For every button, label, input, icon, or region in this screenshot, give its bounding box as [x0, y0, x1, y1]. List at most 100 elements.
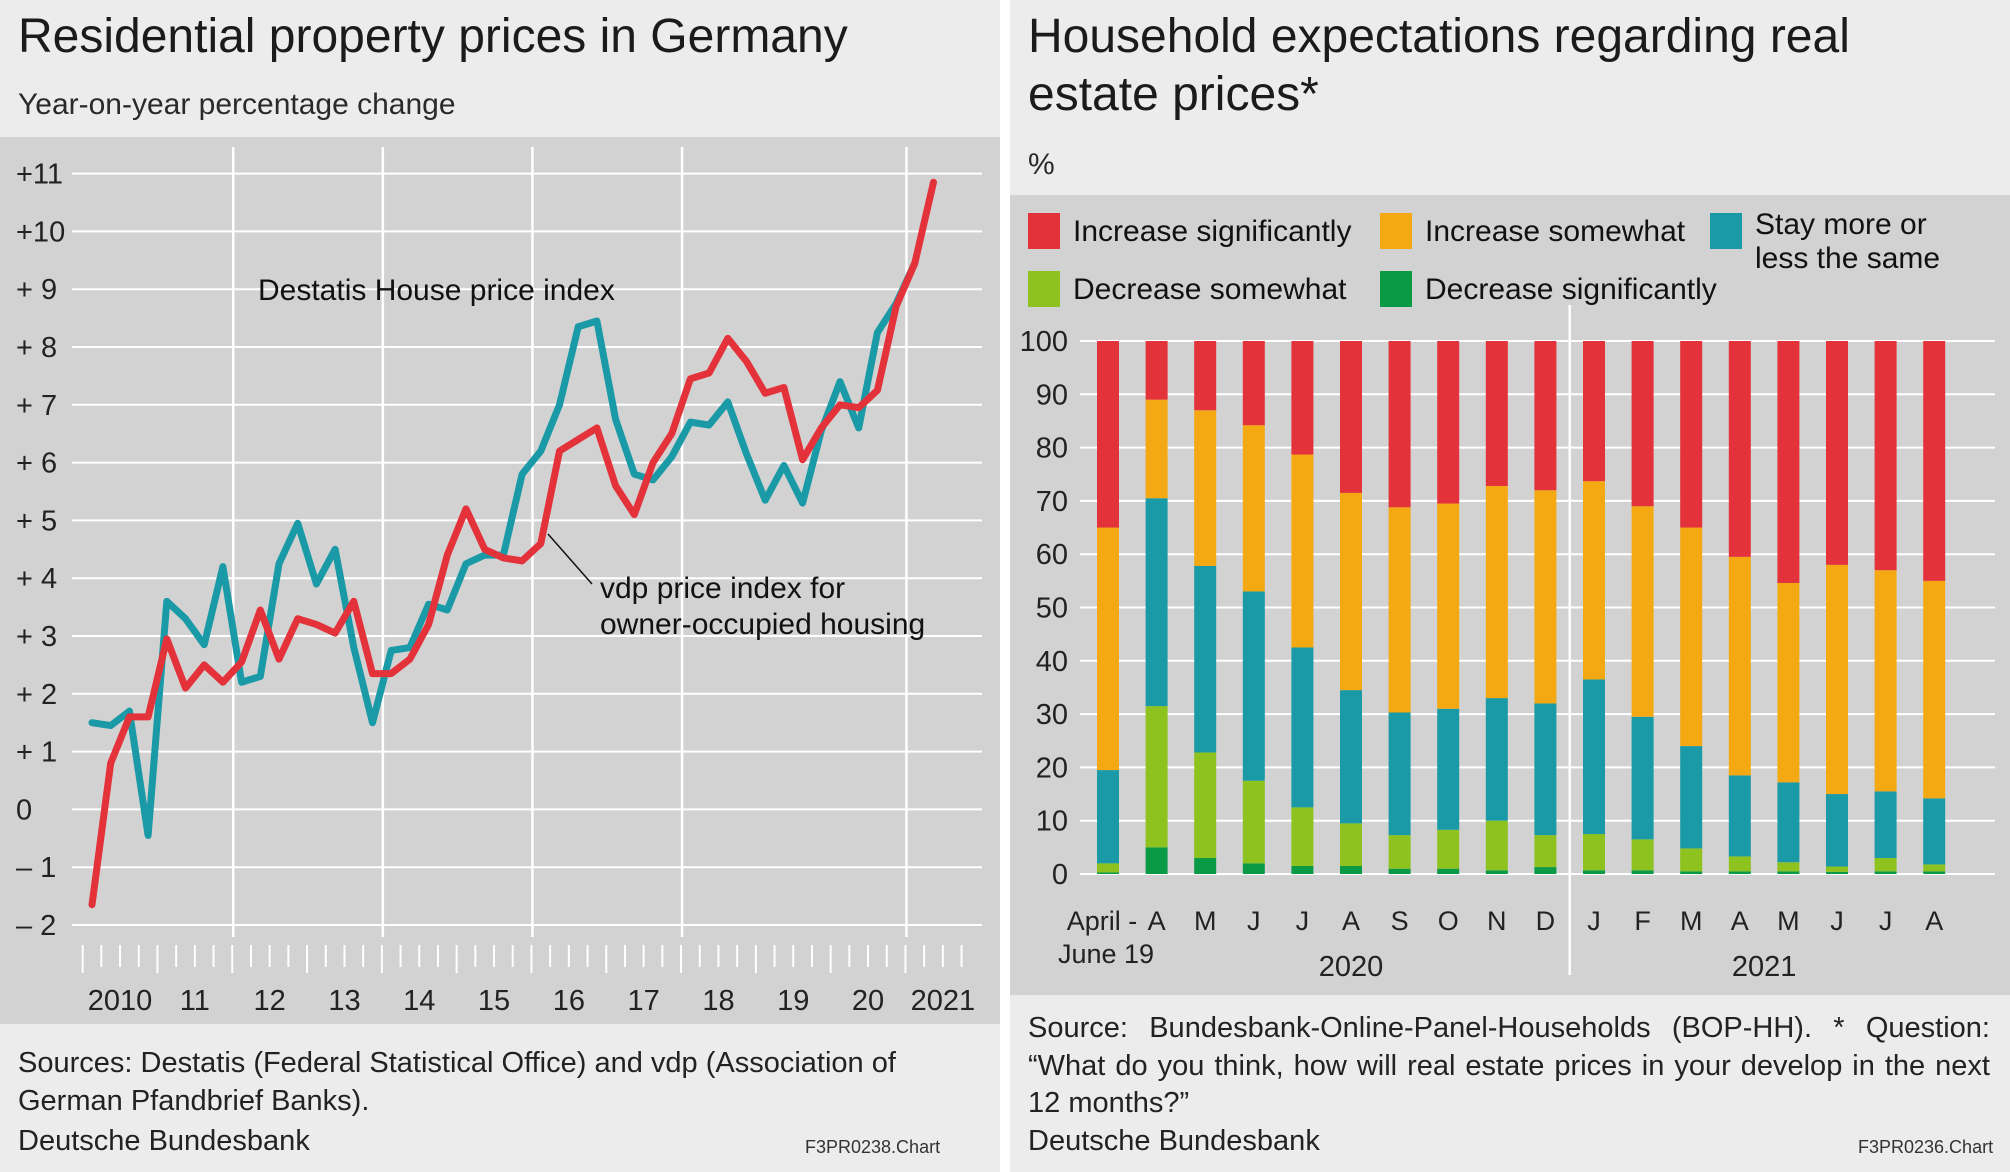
- bar-segment: [1583, 481, 1605, 680]
- bar-segment: [1388, 712, 1411, 836]
- bar-segment: [1777, 341, 1800, 583]
- bar-segment: [1485, 485, 1508, 699]
- x-tick-label: 18: [702, 985, 734, 1017]
- y-tick-label: + 3: [16, 621, 57, 653]
- x-tick-label: 11: [180, 985, 210, 1017]
- bar-segment: [1437, 868, 1460, 874]
- legend-increase-somewhat-swatch: [1380, 213, 1412, 249]
- x-tick-label: 2010: [88, 985, 153, 1017]
- y-tick-label: 0: [1052, 859, 1068, 891]
- bar-segment: [1728, 856, 1751, 872]
- y-tick-label: + 4: [16, 563, 57, 595]
- bar-segment: [1631, 716, 1654, 840]
- legend-decrease-somewhat-label: Decrease somewhat: [1073, 273, 1347, 306]
- bar-segment: [1583, 870, 1605, 874]
- y-tick-label: + 6: [16, 448, 57, 480]
- right-plot-area: Increase significantly Increase somewhat S…: [1010, 195, 2010, 995]
- y-tick-label: + 2: [16, 679, 57, 711]
- x-tick-label: A: [1925, 906, 1943, 936]
- bar-segment: [1631, 839, 1654, 871]
- bar-segment: [1340, 823, 1362, 867]
- bar-segment: [1680, 527, 1703, 747]
- bar-segment: [1097, 341, 1119, 528]
- legend-increase-somewhat-label: Increase somewhat: [1425, 215, 1686, 248]
- legend-decrease-significantly-swatch: [1380, 271, 1412, 307]
- x-tick-label: 13: [328, 985, 360, 1017]
- bar-segment: [1534, 867, 1557, 874]
- bar-segment: [1388, 868, 1411, 874]
- legend-stay-same-label: Stay more or: [1755, 208, 1927, 241]
- y-tick-label: + 8: [16, 332, 57, 364]
- y-tick-label: +10: [16, 216, 65, 248]
- bar-segment: [1194, 858, 1217, 874]
- bar-segment: [1728, 775, 1751, 857]
- bar-segment: [1242, 341, 1265, 426]
- y-tick-label: 0: [16, 794, 32, 826]
- bar-segment: [1145, 341, 1168, 400]
- bar-segment: [1340, 492, 1362, 691]
- bar-segment: [1874, 570, 1897, 792]
- bar-segment: [1631, 870, 1654, 874]
- bar-segment: [1388, 835, 1411, 869]
- bar-segment: [1340, 690, 1362, 824]
- x-tick-label: F: [1634, 906, 1651, 936]
- bar-segment: [1194, 565, 1217, 753]
- bar-segment: [1437, 503, 1460, 709]
- bar-segment: [1728, 871, 1751, 874]
- bar-segment: [1388, 507, 1411, 713]
- bar-segment: [1242, 863, 1265, 874]
- y-tick-label: 70: [1036, 486, 1068, 518]
- bar-segment: [1923, 864, 1946, 872]
- y-tick-label: 100: [1020, 326, 1068, 358]
- bar-segment: [1826, 341, 1848, 565]
- destatis-series-line: [88, 259, 919, 839]
- bar-segment: [1631, 506, 1654, 717]
- bar-segment: [1145, 706, 1168, 848]
- bar-segment: [1097, 872, 1119, 874]
- bar-segment: [1874, 858, 1897, 872]
- y-tick-label: 20: [1036, 752, 1068, 784]
- bar-segment: [1291, 454, 1314, 648]
- year-label-2020: 2020: [1319, 951, 1384, 983]
- bar-segment: [1826, 564, 1848, 795]
- bar-segment: [1923, 580, 1946, 799]
- x-tick-label: J: [1879, 906, 1893, 936]
- bar-segment: [1097, 527, 1119, 771]
- bar-segment: [1194, 410, 1217, 566]
- bar-segment: [1485, 870, 1508, 874]
- x-tick-label: J: [1296, 906, 1310, 936]
- left-source-note: Sources: Destatis (Federal Statistical O…: [18, 1047, 896, 1117]
- bar-segment: [1097, 863, 1119, 873]
- x-tick-label: O: [1438, 906, 1459, 936]
- y-tick-label: – 2: [16, 910, 56, 942]
- y-tick-label: + 7: [16, 390, 57, 422]
- left-chart-title: Residential property prices in Germany: [18, 10, 848, 63]
- bar-segment: [1631, 341, 1654, 507]
- y-tick-label: 40: [1036, 646, 1068, 678]
- vdp-series-line: [88, 178, 937, 909]
- bar-segment: [1826, 871, 1848, 874]
- bar-segment: [1437, 829, 1460, 869]
- left-brand: Deutsche Bundesbank: [18, 1125, 310, 1157]
- right-chart-title-text: Household expectations regarding real es…: [1028, 10, 1850, 121]
- right-source-note: Source: Bundesbank-Online-Panel-Househol…: [1028, 1012, 1990, 1120]
- right-chart-code: F3PR0236.Chart: [1858, 1137, 1994, 1157]
- bar-segment: [1485, 698, 1508, 821]
- y-tick-label: 90: [1036, 379, 1068, 411]
- x-tick-label: 20: [852, 985, 884, 1017]
- bar-segment: [1728, 341, 1751, 557]
- bar-segment: [1534, 341, 1557, 491]
- bar-segment: [1242, 780, 1265, 864]
- bar-segment: [1826, 866, 1848, 872]
- legend-decrease-somewhat-swatch: [1028, 271, 1060, 307]
- bar-segment: [1923, 871, 1946, 874]
- y-tick-label: – 1: [16, 852, 56, 884]
- left-plot-area: – 2 – 1 0 + 1 + 2 + 3 + 4 + 5 + 6 + 7 + 8 + 9 +10 +11…: [0, 137, 1000, 1024]
- bar-segment: [1777, 862, 1800, 872]
- x-tick-label: J: [1830, 906, 1844, 936]
- y-tick-label: 60: [1036, 539, 1068, 571]
- y-tick-label: +11: [16, 159, 63, 191]
- bar-segment: [1923, 341, 1946, 581]
- y-tick-label: 80: [1036, 433, 1068, 465]
- x-tick-label: A: [1731, 906, 1749, 936]
